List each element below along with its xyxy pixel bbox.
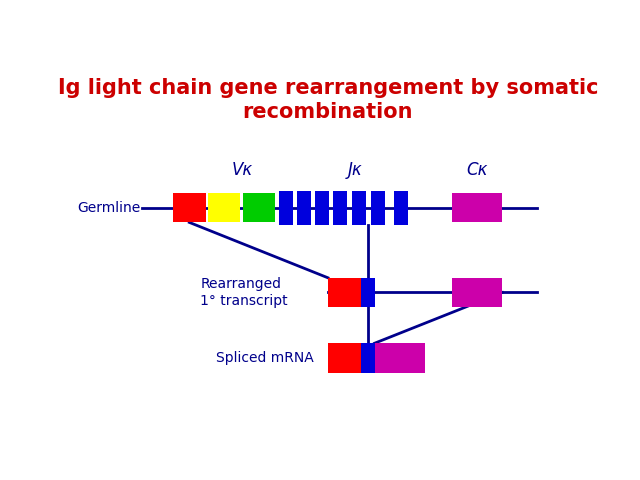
- Bar: [452, 193, 502, 222]
- Bar: [208, 193, 241, 222]
- Text: Vκ: Vκ: [232, 161, 253, 179]
- Bar: [315, 191, 329, 225]
- Bar: [374, 343, 425, 372]
- Text: Rearranged
1° transcript: Rearranged 1° transcript: [200, 277, 288, 308]
- Bar: [279, 191, 293, 225]
- Bar: [243, 193, 275, 222]
- Bar: [352, 191, 366, 225]
- Bar: [360, 343, 374, 372]
- Bar: [173, 193, 205, 222]
- Text: Germline: Germline: [77, 201, 140, 215]
- Text: Spliced mRNA: Spliced mRNA: [216, 351, 314, 365]
- Text: Ig light chain gene rearrangement by somatic
recombination: Ig light chain gene rearrangement by som…: [58, 78, 598, 121]
- Bar: [328, 343, 360, 372]
- Text: Cκ: Cκ: [466, 161, 488, 179]
- Bar: [394, 191, 408, 225]
- Bar: [360, 278, 374, 307]
- Bar: [328, 278, 360, 307]
- Bar: [297, 191, 311, 225]
- Text: Jκ: Jκ: [348, 161, 362, 179]
- Bar: [371, 191, 385, 225]
- Bar: [333, 191, 348, 225]
- Bar: [452, 278, 502, 307]
